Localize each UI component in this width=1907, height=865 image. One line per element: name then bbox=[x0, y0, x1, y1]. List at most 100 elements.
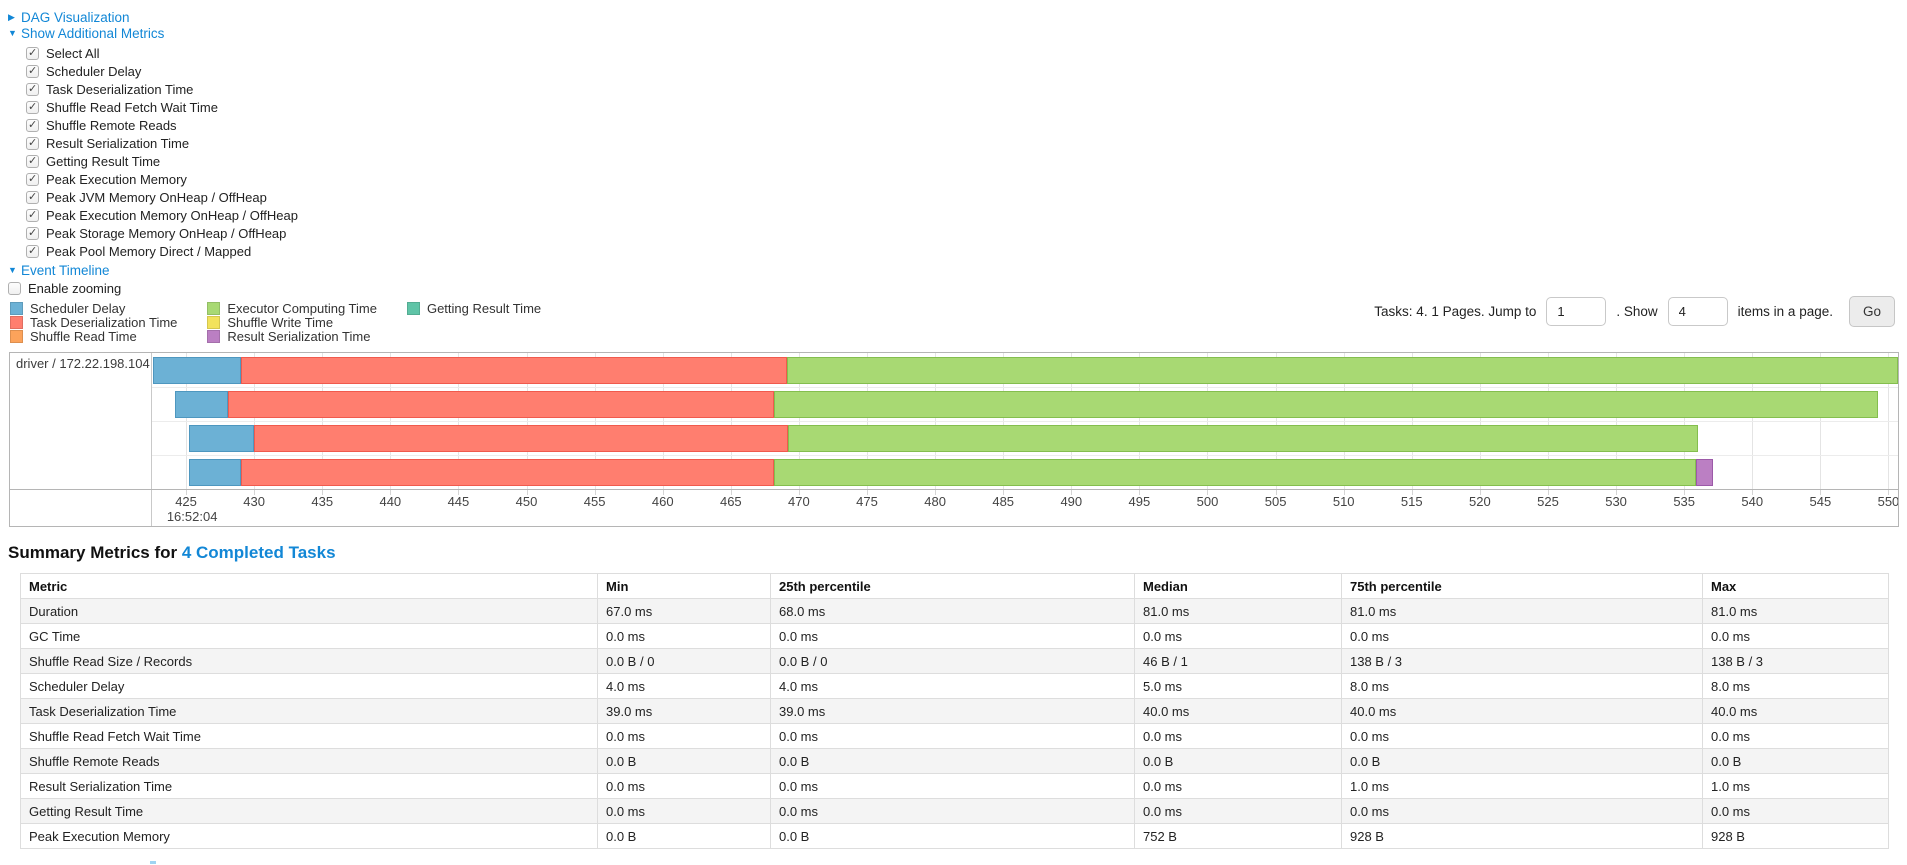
column-header: Min bbox=[597, 573, 771, 599]
task-bar-segment-scheduler-delay[interactable] bbox=[188, 425, 255, 452]
table-cell: 5.0 ms bbox=[1134, 673, 1342, 699]
table-cell: Result Serialization Time bbox=[20, 773, 598, 799]
legend-item: Getting Result Time bbox=[406, 301, 541, 316]
table-cell: 0.0 B bbox=[770, 823, 1135, 849]
column-header: Metric bbox=[20, 573, 598, 599]
metric-checkbox[interactable] bbox=[26, 136, 39, 150]
collapse-arrow-icon bbox=[8, 28, 21, 39]
metric-checkbox-row: Peak Execution Memory bbox=[26, 170, 298, 188]
metric-checkbox[interactable] bbox=[26, 154, 39, 168]
axis-tick-label: 515 bbox=[1400, 494, 1423, 509]
table-cell: 138 B / 3 bbox=[1341, 648, 1703, 674]
items-per-page-input[interactable] bbox=[1667, 297, 1728, 326]
axis-tick-label: 470 bbox=[788, 494, 810, 509]
axis-tick-mark bbox=[1616, 490, 1618, 495]
table-cell: Task Deserialization Time bbox=[20, 698, 598, 724]
axis-tick-mark bbox=[1003, 490, 1005, 495]
jump-to-page-input[interactable] bbox=[1546, 297, 1607, 326]
task-bar-segment-executor-computing[interactable] bbox=[774, 459, 1697, 486]
task-bar-segment-task-deserialization[interactable] bbox=[228, 391, 775, 418]
items-per-page-text: items in a page. bbox=[1737, 304, 1833, 319]
legend-label: Scheduler Delay bbox=[30, 300, 126, 316]
task-bar-segment-task-deserialization[interactable] bbox=[240, 357, 787, 384]
table-cell: 0.0 B / 0 bbox=[597, 648, 771, 674]
table-cell: 40.0 ms bbox=[1702, 698, 1889, 724]
metric-checkbox-row: Scheduler Delay bbox=[26, 62, 298, 80]
heading-prefix: Summary Metrics for bbox=[8, 543, 182, 562]
table-cell: 0.0 B bbox=[597, 823, 771, 849]
metric-checkbox[interactable] bbox=[26, 208, 39, 222]
metric-checkbox[interactable] bbox=[26, 118, 39, 132]
task-bar-segment-scheduler-delay[interactable] bbox=[153, 357, 241, 384]
axis-tick-mark bbox=[1888, 490, 1890, 495]
completed-tasks-link[interactable]: 4 Completed Tasks bbox=[181, 543, 336, 562]
axis-tick-label: 540 bbox=[1741, 494, 1764, 509]
table-cell: 0.0 ms bbox=[770, 798, 1135, 824]
table-cell: Shuffle Remote Reads bbox=[20, 748, 598, 774]
axis-tick-mark bbox=[594, 490, 596, 495]
metric-checkbox[interactable] bbox=[26, 244, 39, 258]
task-bar-segment-executor-computing[interactable] bbox=[786, 357, 1898, 384]
legend-item: Task Deserialization Time bbox=[10, 315, 177, 330]
task-bar-segment-executor-computing[interactable] bbox=[788, 425, 1698, 452]
shuffle-read-swatch-icon bbox=[10, 329, 23, 343]
getting-result-swatch-icon bbox=[406, 301, 420, 315]
metric-checkbox-label: Select All bbox=[46, 45, 100, 61]
table-cell: 0.0 ms bbox=[597, 623, 771, 649]
legend-item: Executor Computing Time bbox=[207, 301, 377, 316]
task-bar-segment-executor-computing[interactable] bbox=[774, 391, 1878, 418]
axis-tick-mark bbox=[1547, 490, 1549, 495]
legend-item: Shuffle Write Time bbox=[207, 315, 377, 330]
timeline-plot-area bbox=[152, 353, 1898, 489]
task-bar-segment-scheduler-delay[interactable] bbox=[188, 459, 241, 486]
executor-computing-swatch-icon bbox=[207, 301, 221, 315]
axis-tick-mark bbox=[1071, 490, 1073, 495]
table-row: Scheduler Delay 4.0 ms 4.0 ms 5.0 ms 8.0 ms 8… bbox=[20, 673, 1889, 699]
table-cell: 752 B bbox=[1134, 823, 1342, 849]
table-cell: 0.0 ms bbox=[1134, 798, 1342, 824]
event-timeline-toggle[interactable]: Event Timeline bbox=[8, 263, 298, 278]
table-cell: 0.0 ms bbox=[1702, 723, 1889, 749]
metric-checkbox-label: Peak JVM Memory OnHeap / OffHeap bbox=[46, 189, 267, 205]
table-cell: GC Time bbox=[20, 623, 598, 649]
column-header: 75th percentile bbox=[1341, 573, 1703, 599]
enable-zooming-checkbox[interactable] bbox=[8, 281, 21, 295]
axis-tick-label: 480 bbox=[924, 494, 946, 509]
dag-visualization-toggle[interactable]: DAG Visualization bbox=[8, 10, 298, 25]
axis-tick-mark bbox=[1479, 490, 1481, 495]
axis-tick-label: 505 bbox=[1264, 494, 1287, 509]
metric-checkbox-label: Peak Execution Memory OnHeap / OffHeap bbox=[46, 207, 298, 223]
axis-tick-mark bbox=[798, 490, 800, 495]
axis-tick-label: 445 bbox=[447, 494, 470, 509]
table-header-row: Metric Min 25th percentile Median 75th perce… bbox=[20, 573, 1889, 599]
metric-checkbox[interactable] bbox=[26, 226, 39, 240]
show-additional-metrics-toggle[interactable]: Show Additional Metrics bbox=[8, 26, 298, 41]
task-bar-segment-result-serialization[interactable] bbox=[1696, 459, 1713, 486]
metric-checkbox-row: Peak Pool Memory Direct / Mapped bbox=[26, 242, 298, 260]
metric-checkbox-label: Peak Execution Memory bbox=[46, 171, 187, 187]
metric-checkbox[interactable] bbox=[26, 82, 39, 96]
show-additional-metrics-label: Show Additional Metrics bbox=[21, 26, 165, 41]
metric-checkbox[interactable] bbox=[26, 190, 39, 204]
axis-tick-mark bbox=[867, 490, 869, 495]
table-cell: 8.0 ms bbox=[1702, 673, 1889, 699]
go-button[interactable]: Go bbox=[1848, 296, 1895, 327]
task-bar-segment-task-deserialization[interactable] bbox=[254, 425, 789, 452]
axis-tick-label: 465 bbox=[719, 494, 742, 509]
metric-checkbox-row: Peak JVM Memory OnHeap / OffHeap bbox=[26, 188, 298, 206]
axis-tick-mark bbox=[1752, 490, 1754, 495]
axis-tick-mark bbox=[526, 490, 528, 495]
table-cell: 39.0 ms bbox=[770, 698, 1135, 724]
metric-checkbox[interactable] bbox=[26, 100, 39, 114]
axis-tick-mark bbox=[1139, 490, 1141, 495]
axis-tick-mark bbox=[1684, 490, 1686, 495]
metric-checkbox[interactable] bbox=[26, 64, 39, 78]
task-bar-segment-task-deserialization[interactable] bbox=[240, 459, 775, 486]
metric-checkbox[interactable] bbox=[26, 46, 39, 60]
table-cell: 40.0 ms bbox=[1134, 698, 1342, 724]
task-bar-segment-scheduler-delay[interactable] bbox=[175, 391, 229, 418]
axis-tick-label: 520 bbox=[1469, 494, 1491, 509]
axis-tick-label: 510 bbox=[1332, 494, 1355, 509]
table-cell: 39.0 ms bbox=[597, 698, 771, 724]
metric-checkbox[interactable] bbox=[26, 172, 39, 186]
